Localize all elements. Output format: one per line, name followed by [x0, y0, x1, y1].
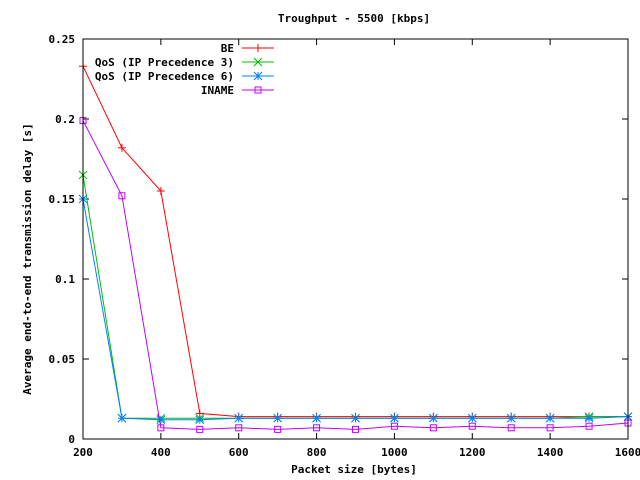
- data-point: [507, 424, 515, 432]
- data-point: [196, 425, 204, 433]
- axes: 200 400 600 800 1000 1200 1400 1600 0 0.05 0.1 0.15…: [49, 33, 640, 459]
- data-point: [118, 192, 126, 200]
- data-point: [585, 422, 593, 430]
- legend-label: BE: [221, 42, 234, 55]
- x-tick-label: 1400: [537, 446, 564, 459]
- data-point: [273, 413, 282, 423]
- x-tick-label: 1600: [615, 446, 640, 459]
- data-point: [467, 413, 477, 423]
- y-tick-label: 0.15: [49, 193, 76, 206]
- x-tick-label: 1200: [459, 446, 486, 459]
- data-point: [195, 415, 205, 425]
- data-point: [117, 413, 127, 423]
- data-point: [468, 422, 476, 430]
- x-tick-label: 200: [73, 446, 93, 459]
- data-point: [254, 86, 262, 94]
- y-tick-label: 0: [68, 433, 75, 446]
- legend-label: QoS (IP Precedence 6): [95, 70, 234, 83]
- data-point: [117, 143, 126, 152]
- legend-label: QoS (IP Precedence 3): [95, 56, 234, 69]
- data-point: [253, 71, 263, 81]
- data-point: [390, 413, 399, 423]
- data-point: [546, 424, 554, 432]
- data-point: [157, 424, 165, 432]
- data-point: [351, 413, 360, 423]
- data-point: [390, 422, 398, 430]
- y-tick-label: 0.2: [55, 113, 75, 126]
- plot-frame: [82, 38, 629, 440]
- y-axis-label: Average end-to-end transmission delay [s…: [21, 123, 34, 395]
- x-tick-label: 800: [307, 446, 327, 459]
- data-point: [253, 57, 263, 67]
- data-point: [506, 413, 516, 423]
- data-point: [352, 425, 359, 433]
- data-point: [545, 413, 555, 423]
- x-tick-label: 1000: [381, 446, 408, 459]
- data-point: [156, 415, 166, 425]
- y-tick-label: 0.1: [55, 273, 75, 286]
- legend-label: INAME: [201, 84, 234, 97]
- data-point: [429, 413, 438, 423]
- y-tick-label: 0.05: [49, 353, 76, 366]
- x-tick-label: 400: [151, 446, 171, 459]
- y-tick-label: 0.25: [49, 33, 76, 46]
- data-point: [234, 413, 244, 423]
- data-point: [313, 424, 321, 432]
- data-point: [584, 413, 594, 423]
- chart-title: Troughput - 5500 [kbps]: [278, 12, 430, 25]
- data-point: [429, 424, 437, 432]
- data-point: [254, 44, 262, 52]
- data-point: [274, 425, 282, 433]
- data-point: [235, 424, 243, 432]
- x-axis-label: Packet size [bytes]: [291, 463, 417, 476]
- data-point: [312, 413, 321, 423]
- x-tick-label: 600: [229, 446, 249, 459]
- data-point: [156, 187, 165, 195]
- series-line: [82, 120, 629, 430]
